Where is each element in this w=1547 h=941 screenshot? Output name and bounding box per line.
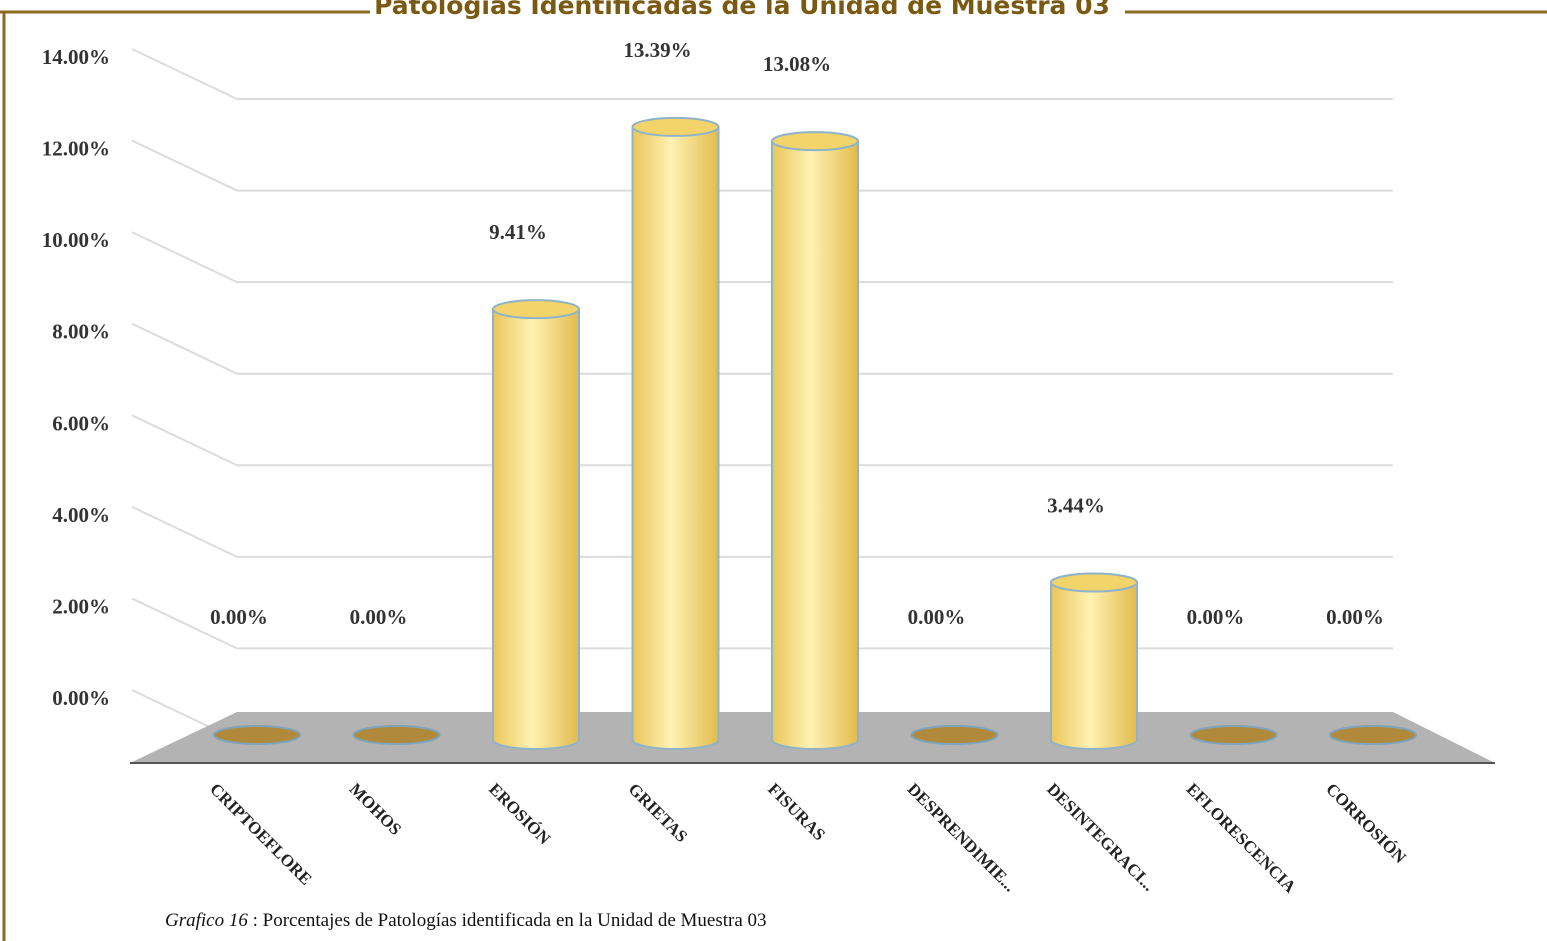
- bar: [1189, 725, 1278, 745]
- y-tick-label: 12.00%: [42, 137, 110, 161]
- bar: [492, 308, 580, 750]
- grid-line: [131, 48, 1393, 100]
- x-tick-label: DESPRENDIMIE...: [904, 779, 1020, 895]
- bar: [910, 725, 999, 745]
- data-label: 9.41%: [489, 220, 547, 244]
- bar-top: [771, 131, 859, 152]
- chart-title: Patologías Identificadas de la Unidad de…: [374, 0, 1110, 20]
- bar-top: [492, 299, 580, 320]
- y-tick-label: 0.00%: [52, 686, 110, 710]
- data-label: 0.00%: [1326, 605, 1384, 629]
- x-tick-label: GRIETAS: [625, 779, 692, 846]
- bar: [1329, 725, 1417, 745]
- y-tick-label: 10.00%: [42, 228, 110, 252]
- bar: [213, 725, 301, 745]
- data-label: 0.00%: [908, 605, 966, 629]
- caption: Grafico 16 : Porcentajes de Patologías i…: [165, 910, 767, 931]
- y-tick-label: 8.00%: [52, 320, 110, 344]
- bar: [631, 125, 720, 750]
- x-tick-label: FISURAS: [764, 779, 829, 844]
- x-tick-label: CRIPTOEFLORE: [206, 779, 315, 888]
- bar: [771, 140, 859, 750]
- grid-line: [131, 597, 1393, 650]
- data-label: 13.08%: [763, 52, 831, 76]
- data-label: 0.00%: [350, 605, 408, 629]
- data-label: 0.00%: [210, 605, 268, 629]
- x-tick-label: DESINTEGRACI...: [1043, 779, 1158, 894]
- frame: [0, 10, 1547, 941]
- grid-line: [131, 322, 1393, 375]
- bar-top: [631, 116, 720, 137]
- y-tick-label: 6.00%: [52, 411, 110, 435]
- x-tick-label: MOHOS: [346, 779, 406, 839]
- caption-label: Grafico 16: [165, 910, 248, 931]
- data-label: 13.39%: [623, 38, 691, 62]
- x-tick-label: EFLORESCENCIA: [1183, 779, 1300, 896]
- x-tick-label: CORROSIÓN: [1322, 779, 1410, 867]
- grid-line: [131, 139, 1393, 192]
- x-tick-label: EROSIÓN: [485, 779, 554, 848]
- bar: [1050, 581, 1138, 750]
- y-tick-label: 14.00%: [42, 45, 110, 69]
- grid-line: [131, 505, 1393, 558]
- bar-top: [1050, 572, 1138, 593]
- grid-line: [131, 231, 1393, 284]
- y-tick-label: 4.00%: [52, 503, 110, 527]
- grid-line: [131, 414, 1393, 467]
- bar: [352, 725, 441, 745]
- data-label: 3.44%: [1047, 493, 1105, 517]
- caption-text: : Porcentajes de Patologías identificada…: [248, 910, 767, 931]
- data-label: 0.00%: [1187, 605, 1245, 629]
- y-tick-label: 2.00%: [52, 594, 110, 618]
